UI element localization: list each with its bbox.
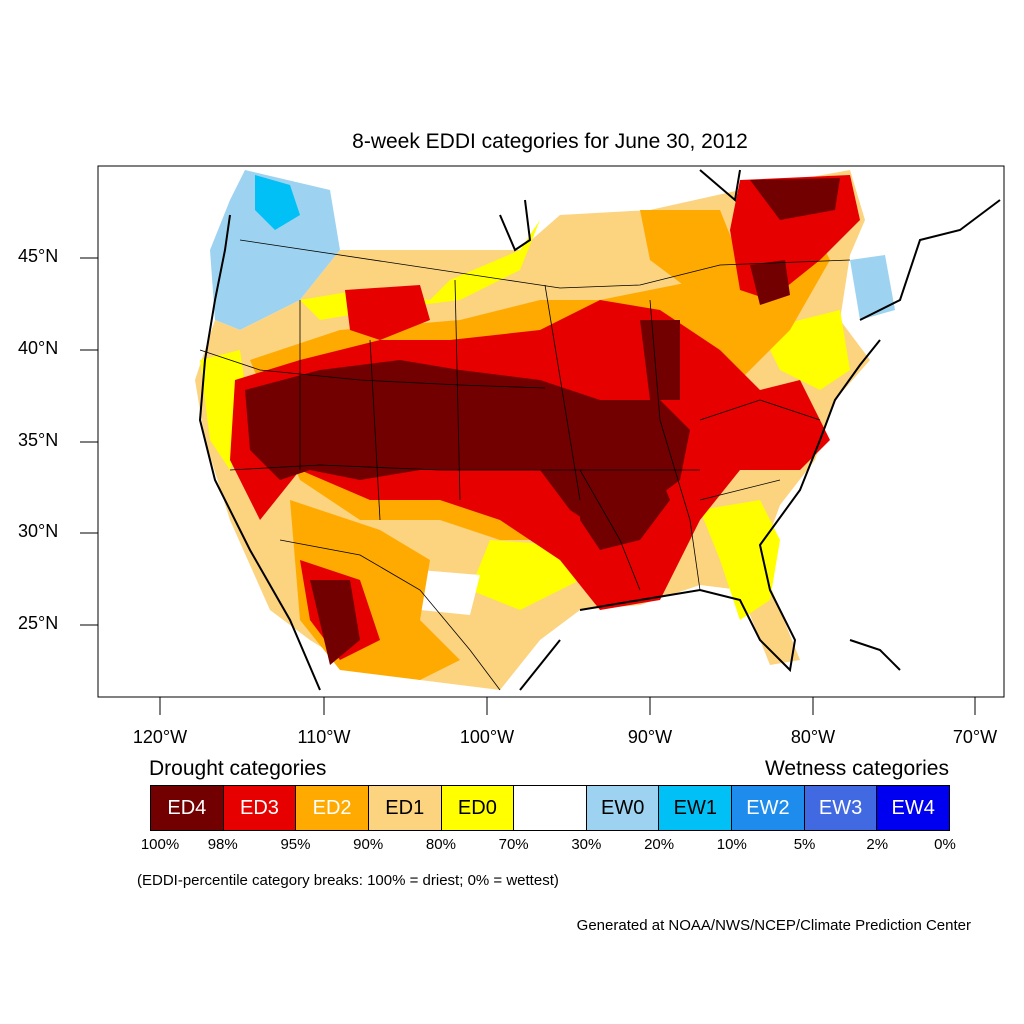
region-ed3-northern-rockies <box>345 285 430 340</box>
percentile-label: 10% <box>716 836 747 853</box>
legend-box-ew2: EW2 <box>732 786 805 830</box>
legend-box-ed2: ED2 <box>296 786 369 830</box>
percentile-label: 2% <box>866 836 889 853</box>
region-ed4-quebec <box>750 178 840 220</box>
lon-label-110: 110°W <box>297 727 351 747</box>
percentile-label: 0% <box>934 836 956 853</box>
lat-label-25: 25°N <box>18 613 59 633</box>
region-ew0-northwest <box>210 170 340 330</box>
region-ed4-maine <box>750 260 790 305</box>
legend-box-ew4: EW4 <box>877 786 950 830</box>
region-ew1-northwest <box>255 175 300 230</box>
percentile-label: 100% <box>140 836 180 853</box>
percentile-label: 30% <box>571 836 602 853</box>
region-ew0-maine <box>850 255 895 320</box>
percentile-label: 90% <box>353 836 384 853</box>
legend-box-ew3: EW3 <box>804 786 878 830</box>
wetness-heading: Wetness categories <box>764 757 949 780</box>
percentile-label: 70% <box>498 836 529 853</box>
lat-ticks <box>80 257 98 626</box>
border-lines <box>199 239 851 691</box>
credit-text: Generated at NOAA/NWS/NCEP/Climate Predi… <box>576 917 971 934</box>
coastline <box>198 169 1001 691</box>
percentile-label: 80% <box>425 836 456 853</box>
region-white-texas <box>420 570 480 615</box>
percentile-label: 98% <box>207 836 238 853</box>
legend-box-ed4: ED4 <box>151 786 224 830</box>
lon-label-90: 90°W <box>627 727 673 747</box>
legend-box-neutral <box>514 786 587 830</box>
lat-label-30: 30°N <box>18 521 59 541</box>
drought-heading: Drought categories <box>149 757 327 780</box>
region-ed0-texas <box>470 540 580 610</box>
map-frame <box>97 165 1005 698</box>
lon-label-70: 70°W <box>952 727 998 747</box>
map-area <box>195 169 1001 691</box>
region-ed4-core <box>245 360 690 530</box>
region-ed4-michigan <box>640 320 680 400</box>
lat-label-45: 45°N <box>18 246 59 266</box>
region-ed0-southeast <box>700 500 780 620</box>
region-ed4-sonora <box>310 580 360 665</box>
legend-box-ed1: ED1 <box>368 786 442 830</box>
legend-box-ew1: EW1 <box>659 786 733 830</box>
percentile-label: 5% <box>793 836 816 853</box>
lon-ticks <box>159 697 976 715</box>
region-ed2-great-lakes <box>640 210 740 290</box>
legend-box-ed3: ED3 <box>223 786 297 830</box>
lat-label-40: 40°N <box>18 338 59 358</box>
region-ed4-mississippi <box>580 450 670 550</box>
category-note: (EDDI-percentile category breaks: 100% =… <box>137 872 559 889</box>
percentile-label: 95% <box>280 836 311 853</box>
legend-box-ew0: EW0 <box>586 786 660 830</box>
legend-bar: ED4 ED3 ED2 ED1 ED0 EW0 EW1 EW2 EW3 EW4 <box>150 785 950 831</box>
lon-label-100: 100°W <box>459 727 515 747</box>
lon-label-120: 120°W <box>132 727 188 747</box>
lon-label-80: 80°W <box>790 727 836 747</box>
lat-label-35: 35°N <box>18 430 59 450</box>
map-title: 8-week EDDI categories for June 30, 2012 <box>352 130 748 153</box>
legend-box-ed0: ED0 <box>441 786 515 830</box>
percentile-label: 20% <box>644 836 675 853</box>
